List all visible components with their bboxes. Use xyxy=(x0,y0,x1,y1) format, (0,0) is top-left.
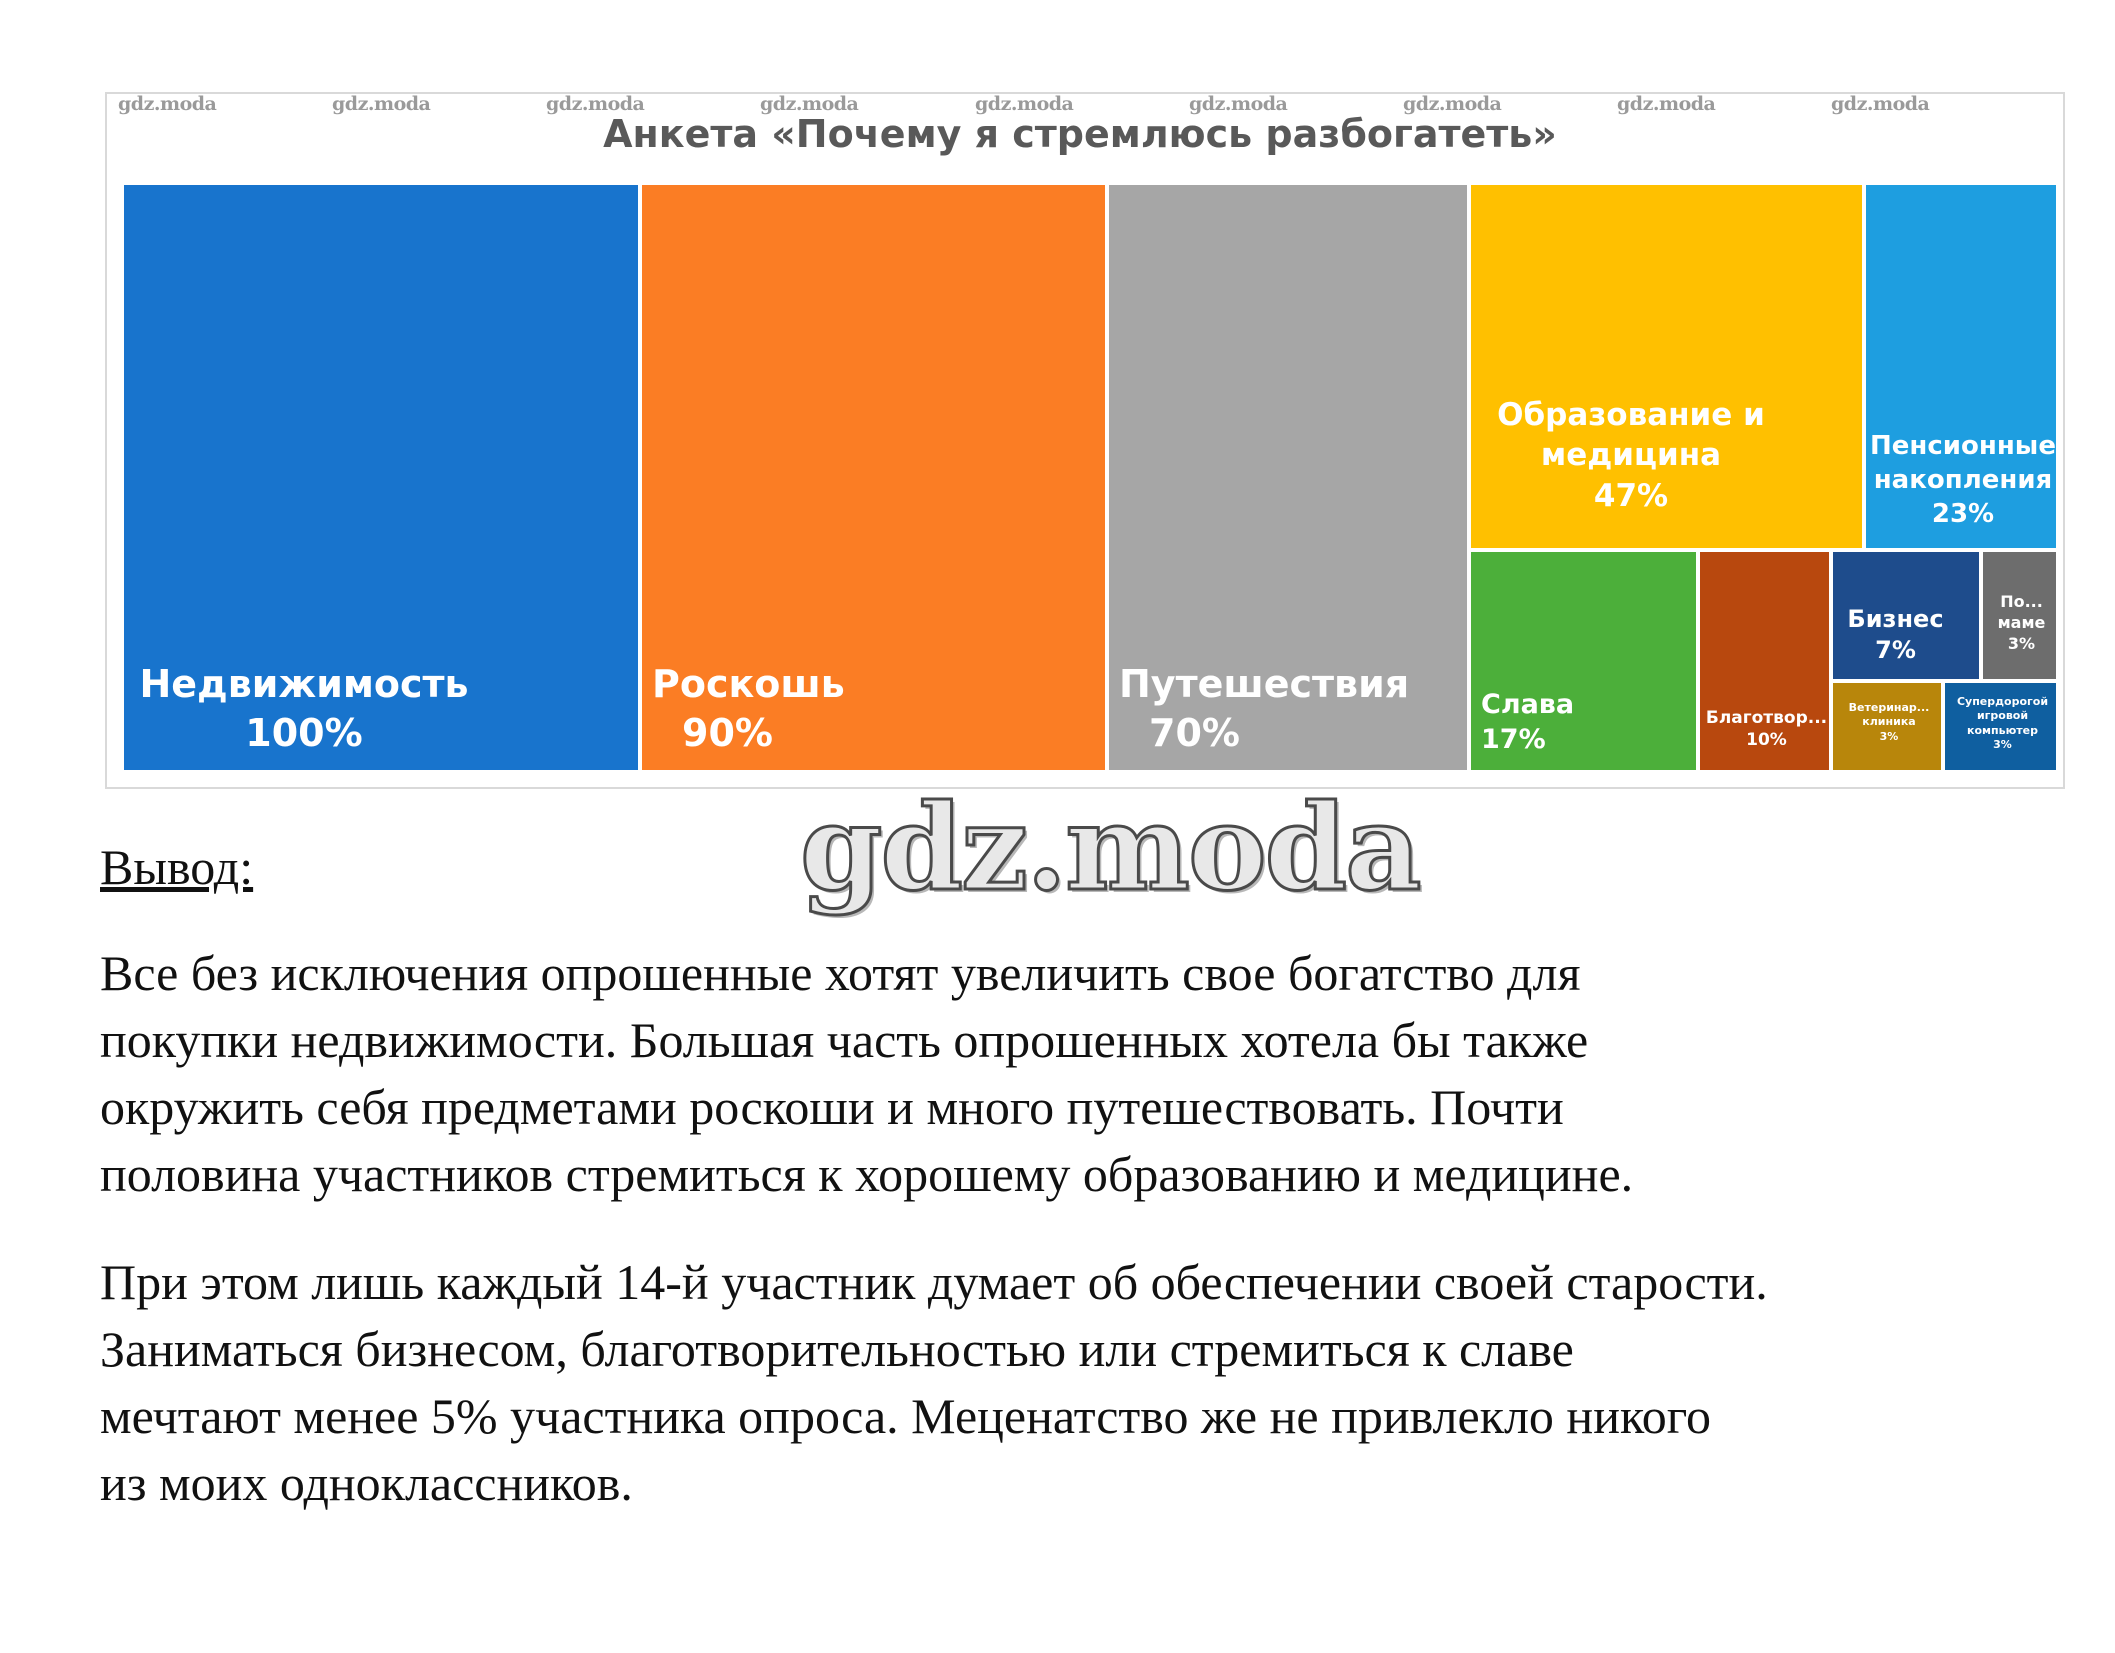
tile-value: 23% xyxy=(1931,498,1995,529)
tile-value: 10% xyxy=(1746,730,1787,751)
treemap-tile: Недвижимость 100% xyxy=(122,183,640,772)
tile-category: компьютер xyxy=(1967,723,2038,737)
treemap-tile-label: Слава 17% xyxy=(1481,687,1601,757)
paragraph-line: Заниматься бизнесом, благотворительность… xyxy=(100,1321,1574,1377)
watermark-text: gdz.moda xyxy=(1403,93,1502,115)
paragraph-line: половина участников стремиться к хорошем… xyxy=(100,1146,1634,1202)
treemap-tile-label: Пенсионные накопления 23% xyxy=(1866,430,2056,531)
tile-category: Образование и xyxy=(1497,397,1765,433)
treemap-tile: Бизнес 7% xyxy=(1831,550,1981,681)
tile-value: 70% xyxy=(1149,711,1240,756)
treemap-tile: Благотвор... 10% xyxy=(1698,550,1831,772)
treemap-tile-label: Бизнес 7% xyxy=(1833,604,1958,666)
tile-value: 3% xyxy=(1879,729,1899,743)
treemap-tile: Слава 17% xyxy=(1469,550,1698,772)
paragraph-line: покупки недвижимости. Большая часть опро… xyxy=(100,1012,1589,1068)
tile-category: Пенсионные xyxy=(1870,431,2056,461)
watermark-text: gdz.moda xyxy=(332,93,431,115)
paragraph-line: Все без исключения опрошенные хотят увел… xyxy=(100,945,1581,1001)
treemap-tile-label: Ветеринар... клиника 3% xyxy=(1833,701,1941,744)
tile-value: 47% xyxy=(1593,477,1669,514)
treemap-tile: Образование и медицина 47% xyxy=(1469,183,1864,550)
tile-category: Ветеринар... xyxy=(1848,701,1930,714)
treemap-tile-label: Недвижимость 100% xyxy=(134,660,474,759)
tile-value: 100% xyxy=(245,711,363,756)
treemap-tile: Супердорогой игровой компьютер 3% xyxy=(1943,681,2058,772)
treemap-tile-label: Благотвор... 10% xyxy=(1700,707,1829,751)
tile-category: Благотвор... xyxy=(1705,708,1828,728)
tile-value: 17% xyxy=(1481,724,1546,756)
conclusion-paragraph-1: Все без исключения опрошенные хотят увел… xyxy=(100,940,2090,1208)
tile-category: медицина xyxy=(1540,437,1722,474)
tile-category: Слава xyxy=(1481,689,1575,720)
treemap-tile-label: Образование и медицина 47% xyxy=(1481,395,1781,516)
tile-category: маме xyxy=(1997,612,2046,632)
chart-title: Анкета «Почему я стремлюсь разбогатеть» xyxy=(603,112,1557,156)
treemap-chart: Недвижимость 100% Роскошь 90% Путешествия 70%… xyxy=(122,183,2058,772)
tile-category: клиника xyxy=(1862,715,1916,729)
watermark-text: gdz.moda xyxy=(760,93,859,115)
tile-value: 90% xyxy=(682,711,773,756)
tile-value: 7% xyxy=(1875,636,1916,665)
tile-category: Супердорогой xyxy=(1956,695,2049,708)
watermark-text: gdz.moda xyxy=(118,93,217,115)
tile-category: Путешествия xyxy=(1119,662,1410,706)
paragraph-line: окружить себя предметами роскоши и много… xyxy=(100,1079,1564,1135)
watermark-text: gdz.moda xyxy=(1617,93,1716,115)
tile-category: накопления xyxy=(1873,464,2053,495)
treemap-tile-label: Супердорогой игровой компьютер 3% xyxy=(1945,695,2056,752)
treemap-tile: Роскошь 90% xyxy=(640,183,1107,772)
conclusion-paragraph-2: При этом лишь каждый 14-й участник думае… xyxy=(100,1249,2090,1517)
watermark-text: gdz.moda xyxy=(1189,93,1288,115)
tile-category: Роскошь xyxy=(652,662,845,706)
treemap-tile-label: Роскошь 90% xyxy=(652,660,882,759)
watermark-text: gdz.moda xyxy=(975,93,1074,115)
watermark-logo: gdz.moda xyxy=(799,777,1424,919)
tile-category: игровой xyxy=(1976,709,2029,723)
tile-category: Бизнес xyxy=(1847,605,1944,633)
paragraph-line: При этом лишь каждый 14-й участник думае… xyxy=(100,1254,1768,1310)
treemap-tile: Ветеринар... клиника 3% xyxy=(1831,681,1943,772)
tile-category: Недвижимость xyxy=(139,662,469,706)
treemap-tile-label: По... маме 3% xyxy=(1983,592,2056,654)
conclusion-heading: Вывод: xyxy=(100,839,254,895)
paragraph-line: мечтают менее 5% участника опроса. Мецен… xyxy=(100,1388,1711,1444)
tile-value: 3% xyxy=(2007,633,2036,653)
treemap-tile: Путешествия 70% xyxy=(1107,183,1469,772)
tile-category: По... xyxy=(2000,592,2043,611)
watermark-text: gdz.moda xyxy=(1831,93,1930,115)
treemap-tile: По... маме 3% xyxy=(1981,550,2058,681)
tile-value: 3% xyxy=(1993,737,2012,751)
treemap-tile: Пенсионные накопления 23% xyxy=(1864,183,2058,550)
paragraph-line: из моих одноклассников. xyxy=(100,1455,633,1511)
treemap-tile-label: Путешествия 70% xyxy=(1119,660,1449,759)
watermark-text: gdz.moda xyxy=(546,93,645,115)
